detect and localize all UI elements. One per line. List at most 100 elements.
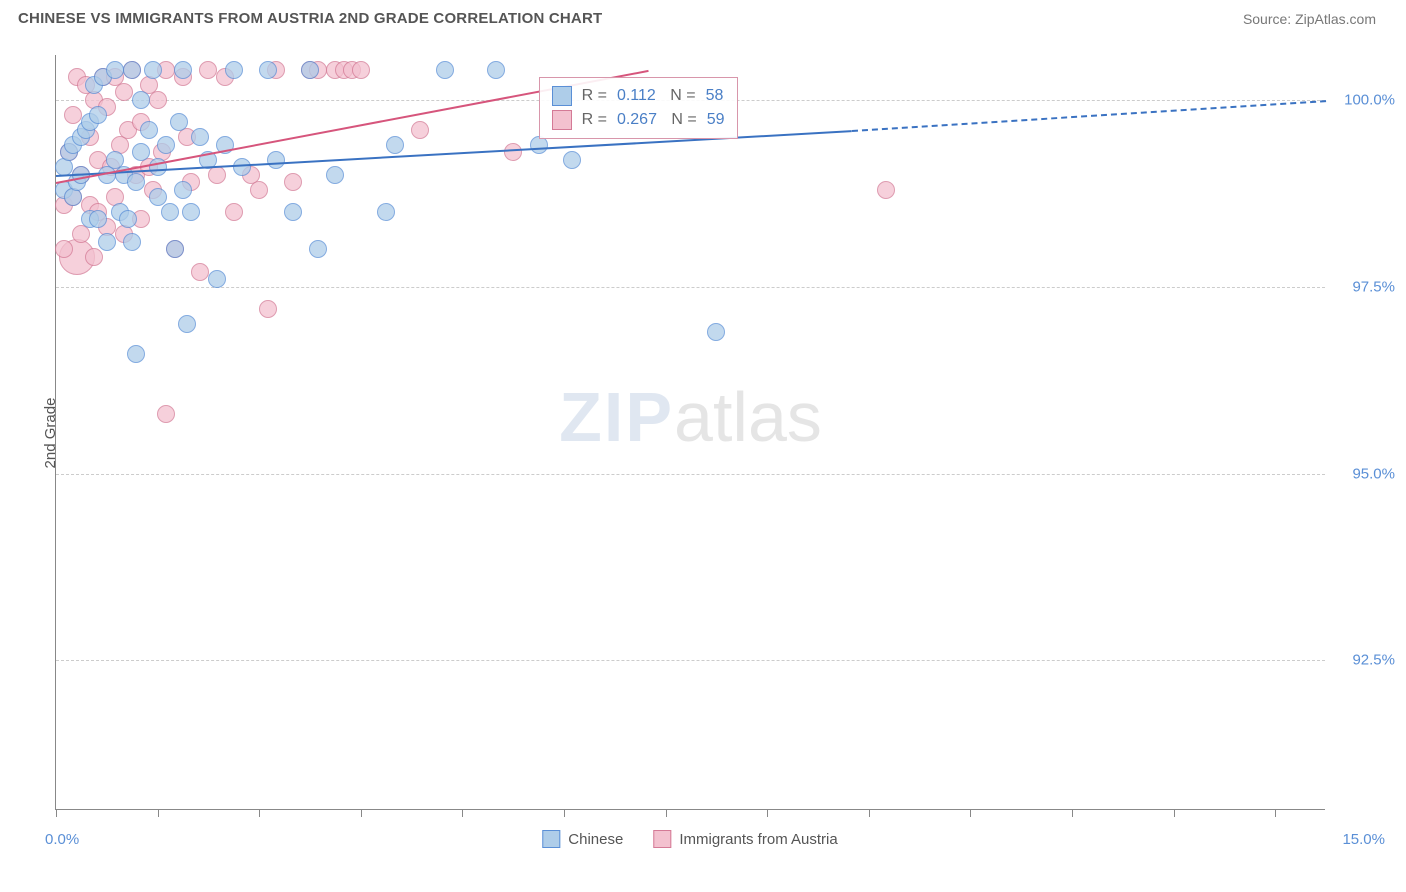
data-point: [326, 166, 344, 184]
legend-item: Immigrants from Austria: [653, 830, 837, 848]
legend-item: Chinese: [542, 830, 623, 848]
data-point: [64, 106, 82, 124]
stats-r-value: 0.112: [617, 87, 656, 105]
chart-title: CHINESE VS IMMIGRANTS FROM AUSTRIA 2ND G…: [18, 10, 602, 27]
data-point: [119, 210, 137, 228]
stats-r-label: R =: [582, 87, 607, 105]
y-tick-label: 100.0%: [1344, 91, 1395, 108]
data-point: [161, 203, 179, 221]
x-tick: [564, 809, 565, 817]
stats-n-label: N =: [666, 87, 696, 105]
data-point: [170, 113, 188, 131]
x-tick: [869, 809, 870, 817]
legend: Chinese Immigrants from Austria: [542, 830, 837, 848]
data-point: [132, 143, 150, 161]
stats-r-label: R =: [582, 111, 607, 129]
data-point: [174, 181, 192, 199]
stats-row: R = 0.267 N = 59: [552, 108, 725, 132]
data-point: [89, 210, 107, 228]
chart-area: ZIPatlas 92.5%95.0%97.5%100.0%R =0.112 N…: [55, 55, 1325, 810]
data-point: [166, 240, 184, 258]
y-tick-label: 97.5%: [1352, 278, 1395, 295]
data-point: [89, 106, 107, 124]
data-point: [411, 121, 429, 139]
stats-swatch: [552, 86, 572, 106]
data-point: [199, 61, 217, 79]
data-point: [157, 136, 175, 154]
data-point: [259, 61, 277, 79]
data-point: [436, 61, 454, 79]
data-point: [182, 203, 200, 221]
x-tick: [259, 809, 260, 817]
data-point: [144, 61, 162, 79]
data-point: [140, 121, 158, 139]
data-point: [132, 91, 150, 109]
x-tick: [1174, 809, 1175, 817]
data-point: [250, 181, 268, 199]
legend-label: Immigrants from Austria: [679, 831, 837, 848]
data-point: [174, 61, 192, 79]
data-point: [127, 173, 145, 191]
data-point: [301, 61, 319, 79]
data-point: [352, 61, 370, 79]
data-point: [115, 83, 133, 101]
data-point: [377, 203, 395, 221]
stats-r-value: 0.267: [617, 111, 657, 129]
data-point: [191, 128, 209, 146]
stats-swatch: [552, 110, 572, 130]
x-tick: [361, 809, 362, 817]
data-point: [707, 323, 725, 341]
gridline: [56, 474, 1325, 475]
data-point: [284, 203, 302, 221]
data-point: [127, 345, 145, 363]
stats-n-value: 58: [706, 87, 724, 105]
data-point: [284, 173, 302, 191]
data-point: [157, 405, 175, 423]
x-tick: [666, 809, 667, 817]
x-axis-min: 0.0%: [45, 831, 79, 848]
x-axis-max: 15.0%: [1342, 831, 1385, 848]
data-point: [259, 300, 277, 318]
x-tick: [56, 809, 57, 817]
data-point: [178, 315, 196, 333]
data-point: [386, 136, 404, 154]
x-tick: [970, 809, 971, 817]
x-tick: [1275, 809, 1276, 817]
stats-n-value: 59: [707, 111, 725, 129]
x-tick: [767, 809, 768, 817]
legend-swatch: [653, 830, 671, 848]
data-point: [55, 240, 73, 258]
x-tick: [1072, 809, 1073, 817]
data-point: [191, 263, 209, 281]
y-tick-label: 95.0%: [1352, 465, 1395, 482]
data-point: [106, 61, 124, 79]
legend-label: Chinese: [568, 831, 623, 848]
data-point: [149, 188, 167, 206]
data-point: [208, 270, 226, 288]
gridline: [56, 287, 1325, 288]
data-point: [123, 61, 141, 79]
data-point: [267, 151, 285, 169]
data-point: [233, 158, 251, 176]
data-point: [123, 233, 141, 251]
source-label: Source: ZipAtlas.com: [1243, 11, 1376, 27]
data-point: [149, 91, 167, 109]
data-point: [309, 240, 327, 258]
y-axis-label: 2nd Grade: [42, 397, 59, 468]
data-point: [877, 181, 895, 199]
data-point: [98, 233, 116, 251]
data-point: [225, 61, 243, 79]
stats-row: R = 0.112 N = 58: [552, 84, 725, 108]
stats-box: R = 0.112 N = 58 R = 0.267 N = 59: [539, 77, 738, 139]
legend-swatch: [542, 830, 560, 848]
data-point: [504, 143, 522, 161]
data-point: [225, 203, 243, 221]
data-point: [85, 248, 103, 266]
data-point: [563, 151, 581, 169]
plot-area: ZIPatlas 92.5%95.0%97.5%100.0%R =0.112 N…: [55, 55, 1325, 810]
stats-n-label: N =: [667, 111, 697, 129]
y-tick-label: 92.5%: [1352, 652, 1395, 669]
x-tick: [158, 809, 159, 817]
gridline: [56, 660, 1325, 661]
x-tick: [462, 809, 463, 817]
